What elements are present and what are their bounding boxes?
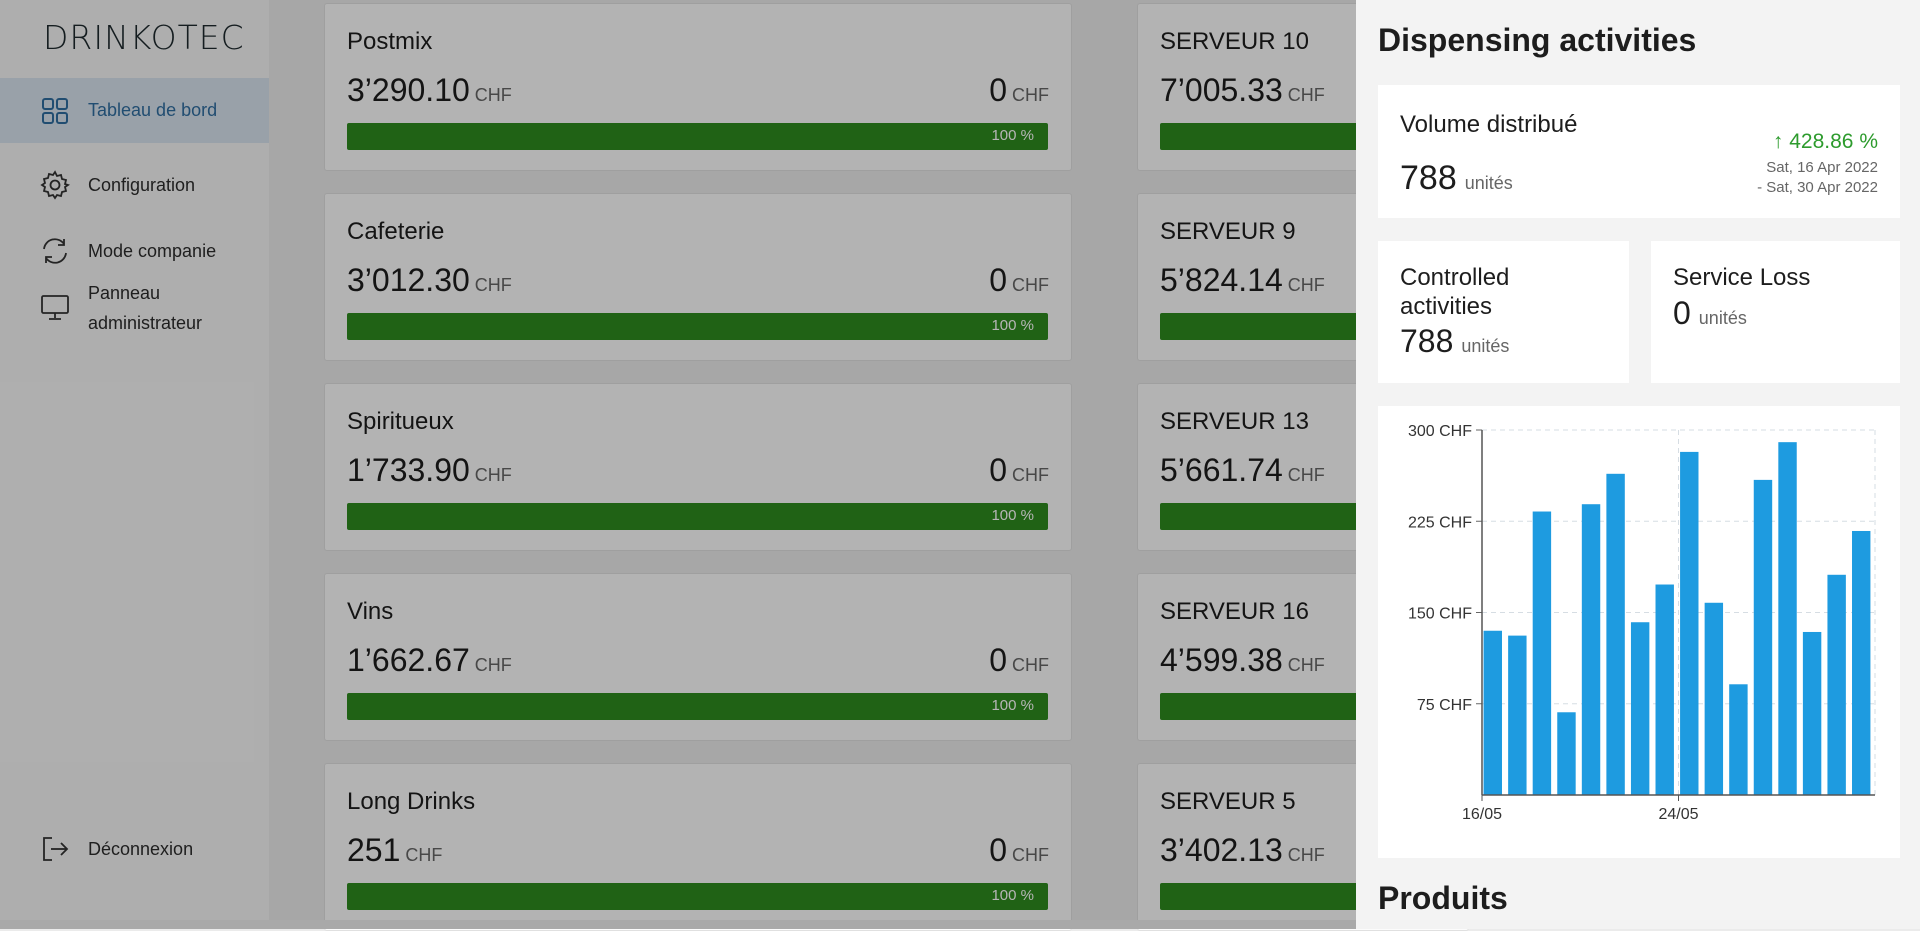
server-amount: 3’402.13 CHF	[1160, 832, 1325, 868]
trend-badge: ↑ 428.86 %	[1772, 130, 1878, 153]
volume-panel: Volume distribué 788 unités ↑ 428.86 % Sa…	[1378, 85, 1900, 218]
progress-label: 100 %	[991, 127, 1034, 144]
category-name: Long Drinks	[347, 788, 476, 815]
category-amount: 251 CHF	[347, 832, 443, 868]
server-name: SERVEUR 13	[1160, 408, 1309, 435]
chart-bar[interactable]	[1532, 511, 1552, 795]
category-loss-amount: 0 CHF	[989, 72, 1049, 108]
chart-bar[interactable]	[1581, 504, 1601, 795]
chart-bar[interactable]	[1483, 630, 1502, 795]
chart-bar[interactable]	[1704, 602, 1724, 795]
category-card[interactable]: Spiritueux 1’733.90 CHF 0 CHF 100 %	[324, 383, 1072, 551]
x-tick-label: 24/05	[1658, 806, 1698, 823]
category-name: Vins	[347, 598, 394, 625]
server-amount: 7’005.33 CHF	[1160, 72, 1325, 108]
category-loss-amount: 0 CHF	[989, 642, 1049, 678]
chart-bar[interactable]	[1655, 584, 1674, 795]
sidebar-item-tableau-de-bord[interactable]: Tableau de bord	[0, 78, 269, 143]
chart-bar[interactable]	[1606, 473, 1625, 795]
chart-panel: 75 CHF 150 CHF 225 CHF 300 CHF 16/05 24/05	[1378, 406, 1900, 858]
service-loss-title: Service Loss	[1673, 264, 1811, 291]
category-name: Cafeterie	[347, 218, 445, 245]
y-tick-label: 150 CHF	[1408, 606, 1472, 623]
date-range-start: Sat, 16 Apr 2022	[1766, 159, 1878, 176]
progress-label: 100 %	[991, 887, 1034, 904]
category-amount: 3’012.30 CHF	[347, 262, 512, 298]
progress-label: 100 %	[991, 697, 1034, 714]
logout-button[interactable]: Déconnexion	[0, 834, 269, 864]
gear-icon	[40, 170, 70, 200]
date-range-end: - Sat, 30 Apr 2022	[1757, 179, 1878, 196]
category-card[interactable]: Vins 1’662.67 CHF 0 CHF 100 %	[324, 573, 1072, 741]
chart-bar[interactable]	[1827, 574, 1846, 795]
controlled-title: Controlled activities	[1400, 264, 1510, 320]
logout-icon	[40, 834, 70, 864]
y-tick-label: 300 CHF	[1408, 423, 1472, 440]
progress-label: 100 %	[991, 507, 1034, 524]
y-tick-label: 75 CHF	[1417, 697, 1472, 714]
progress-bar: 100 %	[347, 883, 1048, 910]
y-tick-label: 225 CHF	[1408, 514, 1472, 531]
server-amount: 5’661.74 CHF	[1160, 452, 1325, 488]
progress-label: 100 %	[991, 317, 1034, 334]
sidebar-item-configuration[interactable]: Configuration	[0, 160, 269, 210]
server-amount: 5’824.14 CHF	[1160, 262, 1325, 298]
progress-bar: 100 %	[347, 503, 1048, 530]
category-amount: 3’290.10 CHF	[347, 72, 512, 108]
chart-bar[interactable]	[1557, 712, 1576, 795]
category-card[interactable]: Long Drinks 251 CHF 0 CHF 100 %	[324, 763, 1072, 931]
bar-chart: 75 CHF 150 CHF 225 CHF 300 CHF 16/05 24/05	[1408, 423, 1876, 823]
category-name: Postmix	[347, 28, 433, 55]
volume-value: 788 unités	[1400, 159, 1513, 197]
controlled-value: 788 unités	[1400, 323, 1510, 359]
monitor-icon	[40, 292, 70, 322]
category-loss-amount: 0 CHF	[989, 452, 1049, 488]
dispensing-drawer: Dispensing activities Volume distribué 7…	[1356, 0, 1920, 929]
progress-bar: 100 %	[347, 123, 1048, 150]
drawer-title: Dispensing activities	[1378, 22, 1697, 58]
sidebar-item-label: Tableau de bord	[88, 100, 218, 120]
chart-bar[interactable]	[1630, 622, 1650, 795]
service-loss-panel: Service Loss 0 unités	[1651, 241, 1900, 383]
progress-bar: 100 %	[347, 693, 1048, 720]
chart-bar[interactable]	[1753, 479, 1773, 795]
logout-label: Déconnexion	[88, 839, 194, 859]
sidebar-item-label: Mode companie	[88, 241, 217, 261]
volume-title: Volume distribué	[1400, 111, 1578, 138]
server-name: SERVEUR 16	[1160, 598, 1309, 625]
chart-bar[interactable]	[1680, 451, 1699, 795]
sidebar: DRINKOTEC Tableau de bord Configuration …	[0, 0, 269, 920]
category-name: Spiritueux	[347, 408, 454, 435]
sidebar-item-panneau-administrateur[interactable]: Panneau administrateur	[0, 278, 269, 338]
sync-icon	[40, 236, 70, 266]
sidebar-item-mode-companie[interactable]: Mode companie	[0, 226, 269, 276]
controlled-activities-panel: Controlled activities 788 unités	[1378, 241, 1629, 383]
category-amount: 1’733.90 CHF	[347, 452, 512, 488]
category-amount: 1’662.67 CHF	[347, 642, 512, 678]
chart-bar[interactable]	[1802, 631, 1822, 795]
service-loss-value: 0 unités	[1673, 295, 1747, 331]
sidebar-item-label: Panneau administrateur	[88, 283, 203, 333]
chart-bar[interactable]	[1729, 684, 1748, 795]
chart-bar[interactable]	[1508, 635, 1527, 795]
server-name: SERVEUR 10	[1160, 28, 1309, 55]
category-card[interactable]: Cafeterie 3’012.30 CHF 0 CHF 100 %	[324, 193, 1072, 361]
chart-bar[interactable]	[1852, 530, 1871, 795]
logo: DRINKOTEC	[43, 18, 245, 57]
category-loss-amount: 0 CHF	[989, 832, 1049, 868]
chart-bar[interactable]	[1778, 442, 1797, 795]
server-name: SERVEUR 9	[1160, 218, 1296, 245]
sidebar-item-label: Configuration	[88, 175, 196, 195]
dashboard-icon	[40, 96, 70, 126]
category-loss-amount: 0 CHF	[989, 262, 1049, 298]
server-name: SERVEUR 5	[1160, 788, 1296, 815]
x-tick-label: 16/05	[1462, 806, 1502, 823]
horizontal-scrollbar[interactable]	[0, 920, 1920, 929]
progress-bar: 100 %	[347, 313, 1048, 340]
category-card[interactable]: Postmix 3’290.10 CHF 0 CHF 100 %	[324, 3, 1072, 171]
server-amount: 4’599.38 CHF	[1160, 642, 1325, 678]
drawer-backdrop[interactable]	[0, 0, 1356, 929]
products-heading: Produits	[1378, 880, 1508, 916]
